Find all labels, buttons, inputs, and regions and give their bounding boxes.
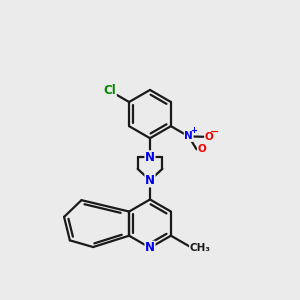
Text: Cl: Cl	[103, 84, 116, 98]
Text: N: N	[145, 151, 155, 164]
Text: CH₃: CH₃	[190, 243, 211, 253]
Text: N: N	[145, 174, 155, 187]
Text: O: O	[197, 144, 206, 154]
Text: +: +	[190, 126, 197, 135]
Text: N: N	[145, 241, 155, 254]
Text: −: −	[210, 127, 220, 136]
Text: O: O	[205, 132, 214, 142]
Text: N: N	[184, 131, 193, 141]
